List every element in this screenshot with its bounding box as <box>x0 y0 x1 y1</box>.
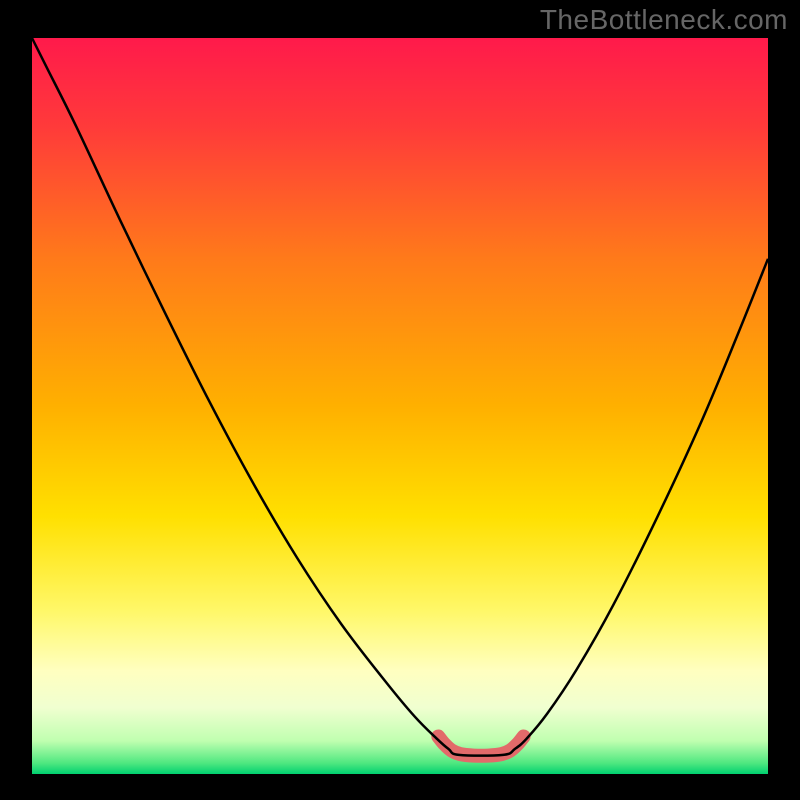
bottleneck-chart <box>0 0 800 800</box>
chart-background <box>32 38 768 774</box>
watermark-text: TheBottleneck.com <box>540 4 788 36</box>
